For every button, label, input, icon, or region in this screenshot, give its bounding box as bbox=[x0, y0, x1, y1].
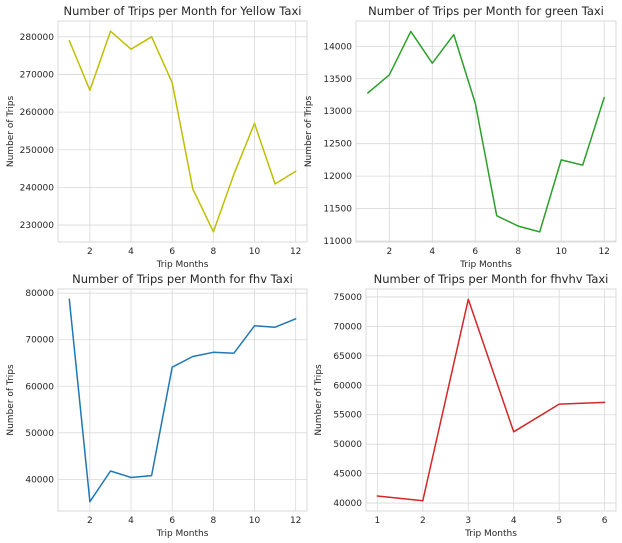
x-tick-label: 1 bbox=[374, 516, 380, 526]
y-tick-label: 14000 bbox=[323, 42, 352, 52]
chart-panel-3: 2 4 6 8 10 12 40000 50000 60000 70000 80000 Number … bbox=[6, 272, 308, 539]
y-tick-label: 260000 bbox=[20, 108, 55, 118]
chart-panel-2: 2 4 6 8 10 12 11000 11500 12000 12500 13000 13500 14… bbox=[304, 4, 617, 270]
y-tick-label: 240000 bbox=[20, 183, 55, 193]
y-tick-label: 75000 bbox=[333, 293, 362, 303]
x-tick-label: 2 bbox=[87, 516, 93, 526]
y-tick-label: 70000 bbox=[25, 336, 54, 346]
y-tick-label: 230000 bbox=[20, 221, 55, 231]
y-tick-label: 250000 bbox=[20, 146, 55, 156]
x-tick-label: 12 bbox=[290, 516, 301, 526]
chart-title: Number of Trips per Month for Yellow Tax… bbox=[64, 4, 302, 18]
y-tick-label: 12500 bbox=[323, 140, 352, 150]
y-tick-label: 50000 bbox=[333, 440, 362, 450]
x-tick-label: 5 bbox=[556, 516, 562, 526]
y-tick-label: 12000 bbox=[323, 172, 352, 182]
x-tick-label: 8 bbox=[211, 516, 217, 526]
y-tick-label: 280000 bbox=[20, 33, 55, 43]
chart-panel-1: 2 4 6 8 10 12 230000 240000 250000 260000 270000 28… bbox=[6, 4, 308, 270]
x-tick-label: 4 bbox=[128, 247, 134, 257]
x-tick-label: 8 bbox=[515, 247, 521, 257]
x-axis-label: Trip Months bbox=[464, 529, 517, 539]
chart-title: Number of Trips per Month for fhv Taxi bbox=[72, 272, 293, 286]
y-tick-label: 70000 bbox=[333, 322, 362, 332]
plot-area bbox=[366, 289, 616, 511]
x-tick-label: 2 bbox=[87, 247, 93, 257]
series-line bbox=[367, 30, 605, 233]
chart-title: Number of Trips per Month for green Taxi bbox=[368, 4, 604, 18]
y-tick-label: 50000 bbox=[25, 429, 54, 439]
y-tick-label: 13500 bbox=[323, 75, 352, 85]
x-tick-label: 6 bbox=[169, 247, 175, 257]
y-tick-label: 65000 bbox=[333, 352, 362, 362]
x-tick-label: 12 bbox=[598, 247, 609, 257]
y-tick-label: 40000 bbox=[25, 475, 54, 485]
plot-area bbox=[58, 21, 307, 242]
series-line bbox=[68, 30, 297, 233]
y-axis-label: Number of Trips bbox=[6, 96, 16, 168]
x-tick-label: 6 bbox=[602, 516, 608, 526]
chart-panel-4: 1 2 3 4 5 6 40000 45000 50000 55000 60000 65000 7000… bbox=[314, 272, 617, 539]
y-tick-label: 40000 bbox=[333, 499, 362, 509]
plot-frame bbox=[57, 20, 308, 243]
y-tick-label: 55000 bbox=[333, 411, 362, 421]
x-tick-label: 2 bbox=[386, 247, 392, 257]
plot-frame bbox=[365, 288, 617, 512]
y-tick-label: 60000 bbox=[25, 382, 54, 392]
x-tick-label: 2 bbox=[420, 516, 426, 526]
x-tick-label: 6 bbox=[169, 516, 175, 526]
chart-title: Number of Trips per Month for fhvhv Taxi bbox=[374, 272, 609, 286]
x-tick-label: 6 bbox=[472, 247, 478, 257]
y-tick-label: 11500 bbox=[323, 205, 352, 215]
y-tick-label: 11000 bbox=[323, 237, 352, 247]
y-axis-label: Number of Trips bbox=[314, 364, 324, 436]
x-tick-label: 4 bbox=[511, 516, 517, 526]
x-tick-label: 12 bbox=[290, 247, 301, 257]
x-tick-label: 3 bbox=[465, 516, 471, 526]
y-axis-label: Number of Trips bbox=[304, 96, 314, 168]
x-axis-label: Trip Months bbox=[156, 529, 209, 539]
series-line bbox=[376, 298, 606, 502]
y-axis-label: Number of Trips bbox=[6, 364, 16, 436]
x-axis-label: Trip Months bbox=[156, 260, 209, 270]
plot-frame bbox=[355, 20, 617, 243]
x-tick-label: 10 bbox=[249, 247, 261, 257]
x-tick-label: 4 bbox=[429, 247, 435, 257]
y-tick-label: 270000 bbox=[20, 70, 55, 80]
plot-frame bbox=[57, 288, 308, 512]
x-tick-label: 10 bbox=[249, 516, 261, 526]
plot-area bbox=[58, 289, 307, 511]
x-tick-label: 8 bbox=[211, 247, 217, 257]
x-axis-label: Trip Months bbox=[459, 260, 512, 270]
x-tick-label: 4 bbox=[128, 516, 134, 526]
series-line bbox=[68, 298, 297, 503]
y-tick-label: 60000 bbox=[333, 381, 362, 391]
x-tick-label: 10 bbox=[555, 247, 567, 257]
y-tick-label: 80000 bbox=[25, 289, 54, 299]
plot-area bbox=[356, 21, 616, 242]
y-tick-label: 13000 bbox=[323, 107, 352, 117]
y-tick-label: 45000 bbox=[333, 470, 362, 480]
